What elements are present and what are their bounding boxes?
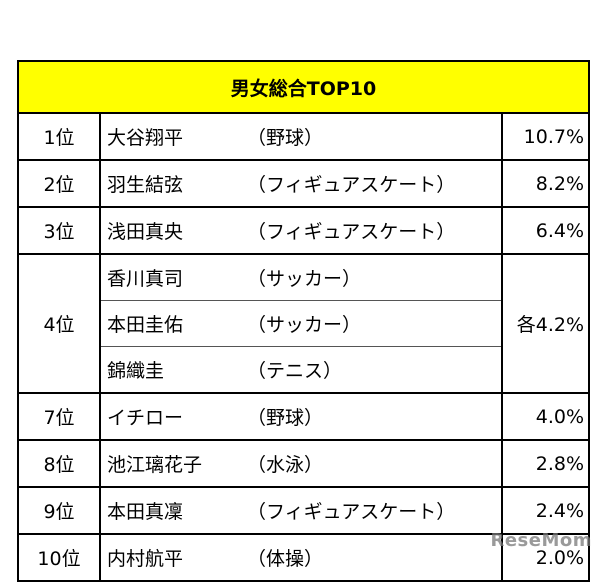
percent-cell: 8.2% (500, 159, 591, 208)
rank-cell: 3位 (17, 206, 101, 255)
athlete-cell: 羽生結弦 （フィギュアスケート） (99, 159, 503, 208)
percent-cell: 6.4% (500, 206, 591, 255)
table-row: 4位 香川真司 （サッカー） 各4.2% (17, 253, 591, 394)
athlete-cell: 香川真司 （サッカー） (99, 253, 503, 301)
rank-cell: 2位 (17, 159, 101, 208)
percent-cell: 10.7% (500, 112, 591, 161)
athlete-cell: 浅田真央 （フィギュアスケート） (99, 206, 503, 255)
athlete-name: 羽生結弦 (107, 174, 184, 196)
ranking-table: 男女総合TOP10 1位 大谷翔平 （野球） 10.7% 2位 羽生結弦 （フィギュ… (16, 60, 591, 582)
athlete-sport: （フィギュアスケート） (247, 501, 456, 523)
table-row: 2位 羽生結弦 （フィギュアスケート） 8.2% (17, 159, 591, 208)
title-row: 男女総合TOP10 (16, 60, 591, 114)
athlete-name: 本田真凜 (107, 501, 184, 523)
athlete-sport: （テニス） (247, 360, 343, 382)
rank-cell: 9位 (17, 486, 101, 535)
table-row: 7位 イチロー （野球） 4.0% (17, 392, 591, 441)
athlete-sport: （野球） (247, 407, 324, 429)
percent-cell: 各4.2% (500, 253, 591, 394)
athlete-cell: 大谷翔平 （野球） (99, 112, 503, 161)
rank-cell: 4位 (17, 253, 101, 394)
athlete-sport: （サッカー） (247, 314, 362, 336)
athlete-cell: 錦織圭 （テニス） (99, 346, 503, 394)
percent-cell: 4.0% (500, 392, 591, 441)
athlete-sport: （フィギュアスケート） (247, 221, 456, 243)
athlete-name: 錦織圭 (107, 360, 165, 382)
table-row: 3位 浅田真央 （フィギュアスケート） 6.4% (17, 206, 591, 255)
percent-cell: 2.4% (500, 486, 591, 535)
athlete-cell: イチロー （野球） (99, 392, 503, 441)
athlete-name: 内村航平 (107, 548, 184, 570)
athlete-sport: （体操） (247, 548, 324, 570)
athlete-cell: 本田真凜 （フィギュアスケート） (99, 486, 503, 535)
athlete-sport: （サッカー） (247, 268, 362, 290)
rank-cell: 8位 (17, 439, 101, 488)
athlete-name: 本田圭佑 (107, 314, 184, 336)
athlete-name: 浅田真央 (107, 221, 184, 243)
athlete-cell: 池江璃花子 （水泳） (99, 439, 503, 488)
athlete-name: 大谷翔平 (107, 127, 184, 149)
table-title: 男女総合TOP10 (16, 60, 591, 114)
athlete-sport: （野球） (247, 127, 324, 149)
table-row: 錦織圭 （テニス） (18, 346, 589, 394)
athlete-sport: （フィギュアスケート） (247, 174, 456, 196)
table-row: 1位 大谷翔平 （野球） 10.7% (17, 112, 591, 161)
resemom-watermark: ReseMom (490, 530, 592, 551)
rank-cell: 7位 (17, 392, 101, 441)
rank-cell: 10位 (17, 533, 101, 582)
athlete-name: 池江璃花子 (107, 454, 203, 476)
athlete-cell: 本田圭佑 （サッカー） (99, 300, 503, 347)
athlete-sport: （水泳） (247, 454, 324, 476)
athlete-name: イチロー (107, 407, 184, 429)
table-row: 本田圭佑 （サッカー） (18, 300, 589, 347)
table-row: 8位 池江璃花子 （水泳） 2.8% (17, 439, 591, 488)
percent-cell: 2.8% (500, 439, 591, 488)
athlete-cell: 内村航平 （体操） (99, 533, 503, 582)
table-row: 9位 本田真凜 （フィギュアスケート） 2.4% (17, 486, 591, 535)
rank-cell: 1位 (17, 112, 101, 161)
athlete-name: 香川真司 (107, 268, 184, 290)
